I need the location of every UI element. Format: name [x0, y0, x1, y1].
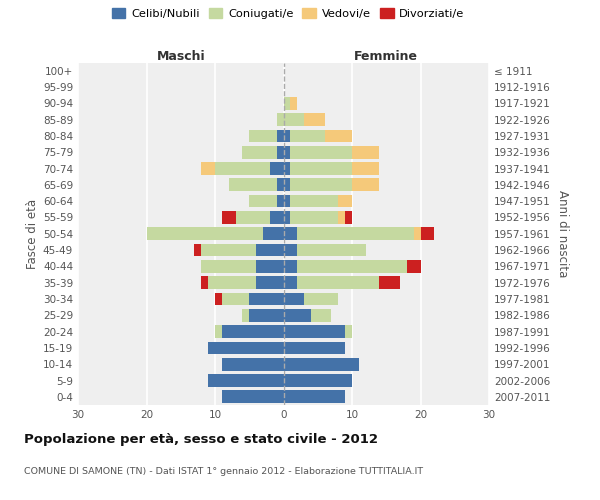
- Bar: [236, 211, 270, 224]
- Bar: [284, 390, 345, 403]
- Bar: [284, 113, 304, 126]
- Bar: [284, 162, 290, 175]
- Bar: [284, 342, 345, 354]
- Bar: [215, 162, 270, 175]
- Bar: [345, 325, 352, 338]
- Bar: [338, 211, 345, 224]
- Bar: [277, 146, 284, 158]
- Bar: [352, 146, 379, 158]
- Bar: [284, 195, 290, 207]
- Bar: [352, 162, 379, 175]
- Legend: Celibi/Nubili, Coniugati/e, Vedovi/e, Divorziati/e: Celibi/Nubili, Coniugati/e, Vedovi/e, Di…: [107, 3, 469, 24]
- Bar: [249, 195, 277, 207]
- Bar: [222, 292, 249, 306]
- Bar: [202, 244, 256, 256]
- Bar: [249, 130, 277, 142]
- Bar: [222, 211, 236, 224]
- Bar: [284, 309, 311, 322]
- Bar: [229, 178, 277, 191]
- Bar: [304, 292, 338, 306]
- Bar: [284, 244, 297, 256]
- Bar: [284, 130, 290, 142]
- Bar: [345, 211, 352, 224]
- Bar: [215, 292, 222, 306]
- Bar: [146, 228, 263, 240]
- Bar: [194, 244, 202, 256]
- Bar: [208, 342, 284, 354]
- Text: Popolazione per età, sesso e stato civile - 2012: Popolazione per età, sesso e stato civil…: [24, 432, 378, 446]
- Bar: [242, 146, 277, 158]
- Text: Maschi: Maschi: [157, 50, 205, 62]
- Y-axis label: Fasce di età: Fasce di età: [26, 198, 39, 269]
- Bar: [379, 276, 400, 289]
- Bar: [297, 228, 413, 240]
- Y-axis label: Anni di nascita: Anni di nascita: [556, 190, 569, 278]
- Bar: [270, 162, 284, 175]
- Bar: [202, 276, 208, 289]
- Bar: [290, 146, 352, 158]
- Bar: [284, 292, 304, 306]
- Bar: [256, 260, 284, 272]
- Bar: [304, 113, 325, 126]
- Bar: [202, 162, 215, 175]
- Bar: [284, 228, 297, 240]
- Bar: [277, 130, 284, 142]
- Bar: [284, 358, 359, 370]
- Bar: [242, 309, 249, 322]
- Bar: [284, 260, 297, 272]
- Bar: [284, 178, 290, 191]
- Bar: [208, 276, 256, 289]
- Bar: [256, 244, 284, 256]
- Bar: [297, 276, 379, 289]
- Bar: [413, 228, 421, 240]
- Bar: [215, 325, 222, 338]
- Bar: [290, 178, 352, 191]
- Bar: [352, 178, 379, 191]
- Bar: [270, 211, 284, 224]
- Bar: [202, 260, 256, 272]
- Bar: [222, 358, 284, 370]
- Bar: [222, 390, 284, 403]
- Bar: [297, 260, 407, 272]
- Bar: [325, 130, 352, 142]
- Bar: [277, 113, 284, 126]
- Bar: [277, 178, 284, 191]
- Bar: [290, 130, 325, 142]
- Bar: [338, 195, 352, 207]
- Bar: [284, 146, 290, 158]
- Bar: [222, 325, 284, 338]
- Bar: [284, 276, 297, 289]
- Bar: [407, 260, 421, 272]
- Bar: [249, 292, 284, 306]
- Bar: [284, 374, 352, 387]
- Bar: [311, 309, 331, 322]
- Bar: [208, 374, 284, 387]
- Text: COMUNE DI SAMONE (TN) - Dati ISTAT 1° gennaio 2012 - Elaborazione TUTTITALIA.IT: COMUNE DI SAMONE (TN) - Dati ISTAT 1° ge…: [24, 468, 423, 476]
- Bar: [256, 276, 284, 289]
- Bar: [297, 244, 366, 256]
- Bar: [284, 211, 290, 224]
- Bar: [284, 325, 345, 338]
- Bar: [421, 228, 434, 240]
- Bar: [284, 97, 290, 110]
- Bar: [290, 162, 352, 175]
- Bar: [249, 309, 284, 322]
- Bar: [290, 97, 297, 110]
- Text: Femmine: Femmine: [354, 50, 418, 62]
- Bar: [290, 211, 338, 224]
- Bar: [277, 195, 284, 207]
- Bar: [263, 228, 284, 240]
- Bar: [290, 195, 338, 207]
